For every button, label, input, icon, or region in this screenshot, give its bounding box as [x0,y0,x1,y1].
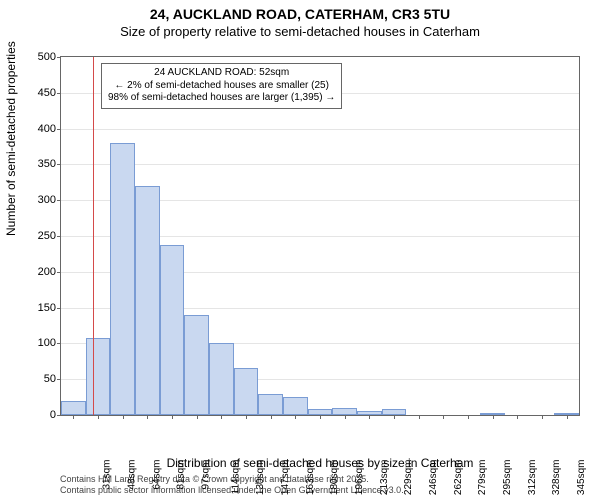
x-tick-label: 163sqm [305,460,316,496]
annotation-line1: 24 AUCKLAND ROAD: 52sqm [108,67,335,80]
x-tick-mark [147,415,148,419]
y-tick-label: 300 [16,194,56,206]
x-tick-label: 279sqm [477,460,488,496]
x-tick-label: 246sqm [428,460,439,496]
x-tick-mark [542,415,543,419]
x-tick-mark [517,415,518,419]
histogram-bar [61,401,86,415]
y-tick-label: 500 [16,51,56,63]
histogram-bar [234,368,259,415]
annotation-line2: ← 2% of semi-detached houses are smaller… [108,80,335,93]
y-tick-label: 250 [16,230,56,242]
histogram-bar [209,343,234,415]
x-tick-mark [221,415,222,419]
grid-line [61,164,579,165]
y-tick-mark [57,93,61,94]
y-tick-label: 50 [16,373,56,385]
y-tick-label: 150 [16,302,56,314]
x-tick-mark [320,415,321,419]
histogram-bar [184,315,209,415]
x-tick-label: 328sqm [551,460,562,496]
x-tick-mark [123,415,124,419]
x-tick-label: 213sqm [379,460,390,496]
y-tick-label: 400 [16,123,56,135]
grid-line [61,129,579,130]
reference-line [93,57,94,415]
y-tick-mark [57,272,61,273]
annotation-box: 24 AUCKLAND ROAD: 52sqm ← 2% of semi-det… [101,63,342,109]
histogram-bar [86,338,111,415]
y-tick-label: 450 [16,87,56,99]
x-tick-label: 81sqm [176,460,187,490]
y-tick-label: 350 [16,158,56,170]
x-tick-mark [172,415,173,419]
x-tick-label: 48sqm [127,460,138,490]
x-tick-label: 31sqm [102,460,113,490]
histogram-bar [160,245,185,415]
chart-container: 24, AUCKLAND ROAD, CATERHAM, CR3 5TU Siz… [0,0,600,500]
x-tick-mark [369,415,370,419]
histogram-bar [332,408,357,415]
x-tick-mark [295,415,296,419]
x-tick-mark [271,415,272,419]
x-tick-label: 180sqm [329,460,340,496]
histogram-bar [258,394,283,415]
x-tick-label: 64sqm [151,460,162,490]
x-tick-mark [98,415,99,419]
x-tick-label: 97sqm [201,460,212,490]
y-tick-label: 100 [16,337,56,349]
y-tick-mark [57,343,61,344]
x-tick-mark [394,415,395,419]
x-tick-label: 147sqm [280,460,291,496]
x-tick-mark [567,415,568,419]
x-tick-mark [345,415,346,419]
title-line2: Size of property relative to semi-detach… [0,24,600,40]
x-tick-mark [493,415,494,419]
plot-area: 24 AUCKLAND ROAD: 52sqm ← 2% of semi-det… [60,56,580,416]
y-tick-mark [57,379,61,380]
x-tick-mark [246,415,247,419]
y-tick-mark [57,129,61,130]
x-tick-mark [419,415,420,419]
histogram-bar [283,397,308,415]
y-tick-mark [57,57,61,58]
histogram-bar [135,186,160,415]
annotation-line3: 98% of semi-detached houses are larger (… [108,92,335,105]
y-tick-mark [57,236,61,237]
x-tick-label: 262sqm [453,460,464,496]
x-tick-label: 345sqm [576,460,587,496]
y-tick-mark [57,164,61,165]
x-tick-mark [73,415,74,419]
x-tick-mark [197,415,198,419]
y-tick-label: 0 [16,409,56,421]
title-block: 24, AUCKLAND ROAD, CATERHAM, CR3 5TU Siz… [0,0,600,40]
x-tick-label: 295sqm [502,460,513,496]
x-tick-label: 130sqm [255,460,266,496]
title-line1: 24, AUCKLAND ROAD, CATERHAM, CR3 5TU [0,6,600,24]
y-tick-mark [57,415,61,416]
x-tick-mark [443,415,444,419]
y-tick-mark [57,308,61,309]
x-tick-label: 312sqm [527,460,538,496]
y-tick-label: 200 [16,266,56,278]
x-tick-label: 229sqm [403,460,414,496]
x-tick-mark [468,415,469,419]
y-axis-title: Number of semi-detached properties [4,41,18,236]
x-tick-label: 196sqm [354,460,365,496]
x-tick-label: 114sqm [230,460,241,495]
histogram-bar [110,143,135,415]
y-tick-mark [57,200,61,201]
